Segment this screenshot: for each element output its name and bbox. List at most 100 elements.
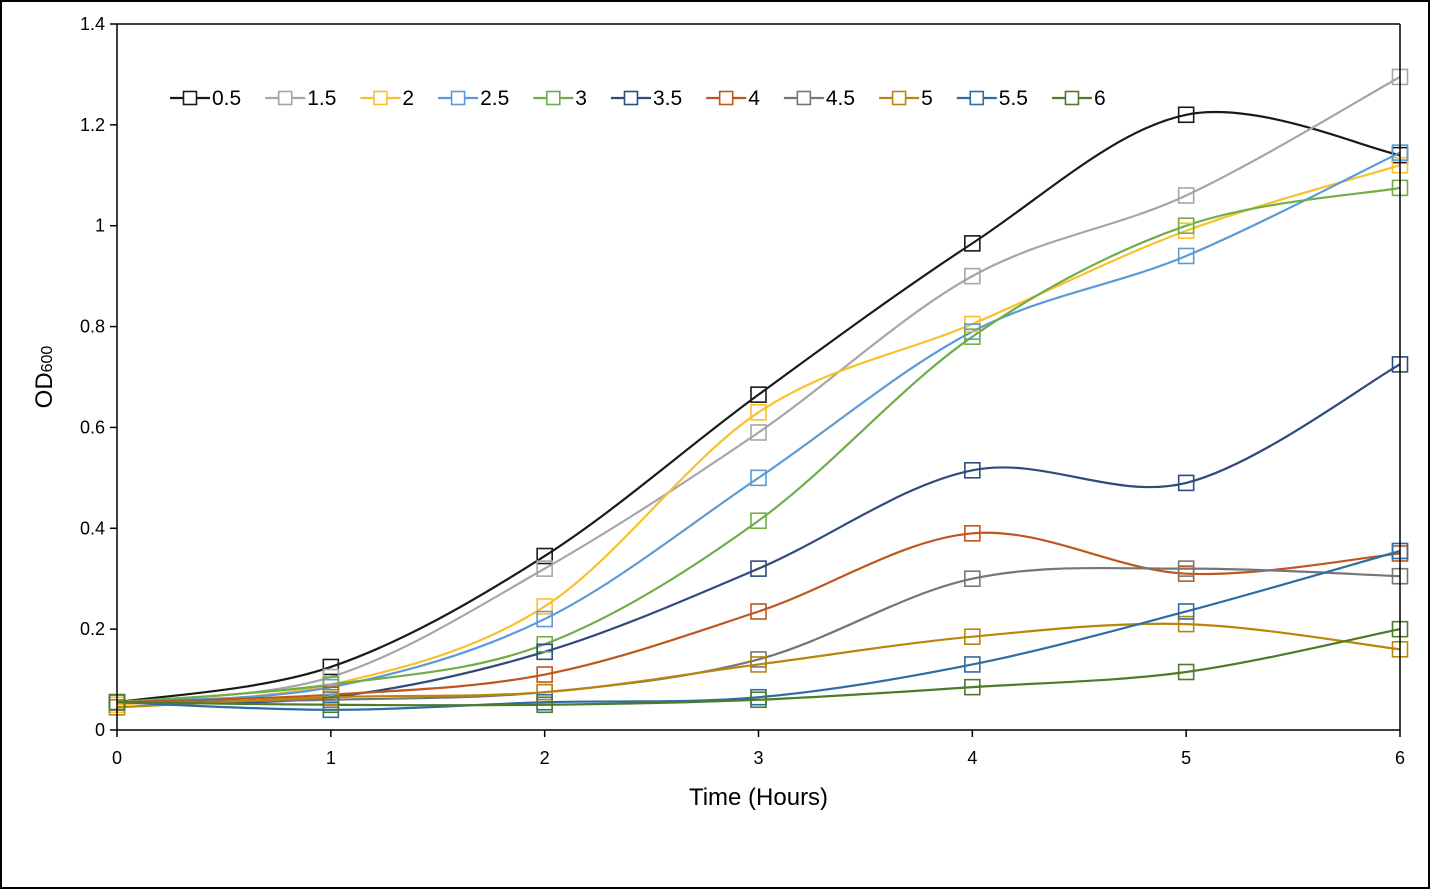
legend-item-4: 4 [706,87,760,110]
data-point-marker [964,235,981,252]
legend-label: 4.5 [826,87,855,110]
legend-label: 1.5 [307,87,336,110]
x-tick-label: 3 [753,748,763,768]
series-line-5 [116,622,1401,709]
data-point-marker [322,658,340,676]
data-point-marker [964,461,981,479]
legend-label: 2.5 [480,87,509,110]
series-line-5.5 [116,549,1401,711]
data-point-marker [536,643,553,661]
series-line-4 [116,531,1401,704]
data-point-marker [1177,247,1195,265]
data-point-marker [750,603,767,620]
x-tick-label: 2 [540,748,550,768]
data-point-marker [1177,663,1195,681]
legend-swatch-marker [891,90,907,106]
data-point-marker [1177,615,1195,633]
y-axis-title-subscript: 600 [39,346,56,373]
data-point-marker [536,696,553,714]
legend-item-5: 5 [879,87,933,110]
data-point-marker [1177,560,1195,577]
data-point-marker [536,547,553,565]
data-point-marker [1177,217,1195,235]
legend-swatch-marker [373,90,388,106]
legend-item-4.5: 4.5 [783,87,855,110]
data-point-marker [536,666,553,683]
data-point-marker [964,678,981,696]
data-point-marker [964,570,981,588]
legend-label: 4 [748,87,760,110]
data-point-marker [750,512,767,530]
data-point-marker [1177,106,1195,124]
legend-label: 0.5 [212,87,241,110]
data-point-marker [750,656,767,673]
x-tick-label: 6 [1395,748,1405,768]
data-point-marker [1177,187,1195,204]
y-tick-label: 0.8 [80,317,105,337]
data-point-marker [536,683,553,701]
data-point-marker [964,328,981,345]
legend-label: 5.5 [999,87,1028,110]
data-point-marker [750,560,767,577]
legend-label: 5 [921,87,933,110]
data-point-marker [964,628,981,646]
y-tick-label: 1 [95,216,105,236]
data-point-marker [964,267,981,285]
data-point-marker [322,696,340,714]
series-lines [116,75,1401,711]
x-axis-ticks: 0 1 2 3 4 5 6 [112,730,1405,768]
y-axis-title: OD600 [31,346,58,409]
x-tick-label: 0 [112,748,122,768]
x-tick-label: 5 [1181,748,1191,768]
legend-swatch-marker [718,90,734,106]
data-point-marker [536,560,553,577]
y-tick-label: 0.6 [80,417,105,437]
y-tick-label: 0.2 [80,619,105,639]
legend-label: 6 [1094,87,1106,110]
y-tick-label: 1.2 [80,115,105,135]
x-axis-title: Time (Hours) [689,784,828,811]
legend-swatch-marker [182,90,198,106]
series-line-0.5 [116,110,1401,704]
y-tick-label: 0 [95,720,105,740]
data-point-marker [750,469,767,487]
x-tick-label: 1 [326,748,336,768]
legend-swatch-marker [545,90,561,106]
series-line-2.5 [116,151,1401,704]
data-point-marker [750,403,767,421]
legend-item-3: 3 [533,87,587,110]
legend-item-5.5: 5.5 [956,87,1028,110]
legend: 0.5 1.5 2 2.5 3 3.5 4 4.5 5 5.5 6 [170,87,1106,110]
data-point-marker [1177,474,1195,492]
data-point-marker [750,424,767,441]
y-axis-ticks: 0 0.2 0.4 0.6 0.8 1 1.2 1.4 [80,14,117,740]
y-tick-label: 1.4 [80,14,105,34]
data-point-marker [1177,603,1195,620]
series-markers [108,68,1409,719]
legend-swatch-marker [1064,90,1080,106]
data-point-marker [536,610,553,628]
legend-swatch-marker [969,90,985,106]
data-point-marker [750,691,767,709]
legend-swatch-marker [796,90,812,106]
legend-swatch-marker [623,90,639,106]
legend-swatch-marker [450,90,466,106]
legend-item-2.5: 2.5 [438,87,509,110]
series-line-1.5 [116,75,1401,704]
x-tick-label: 4 [967,748,977,768]
legend-item-6: 6 [1051,87,1106,110]
y-tick-label: 0.4 [80,518,105,538]
y-axis-title-main: OD [31,372,58,408]
legend-label: 3 [575,87,587,110]
series-line-4.5 [116,566,1401,704]
data-point-marker [964,656,981,673]
data-point-marker [536,598,553,615]
legend-label: 2 [402,87,414,110]
data-point-marker [964,525,981,542]
legend-item-3.5: 3.5 [610,87,682,110]
legend-item-2: 2 [360,87,414,110]
legend-item-0.5: 0.5 [170,87,241,110]
data-point-marker [750,386,767,403]
